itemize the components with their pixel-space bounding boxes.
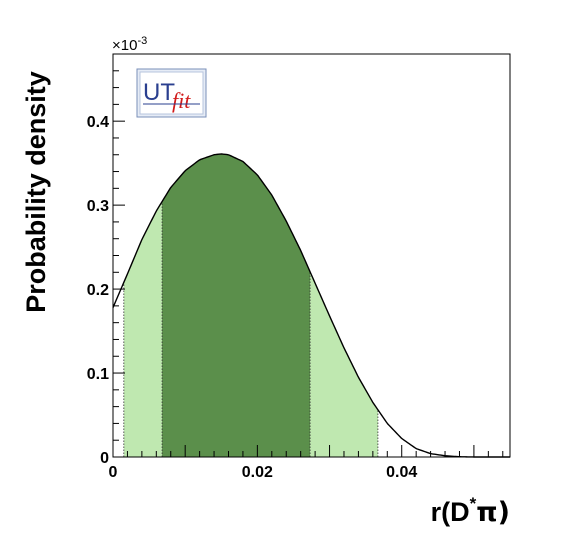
y-multiplier-label: ×10-3 bbox=[112, 35, 147, 54]
inner-band-area bbox=[162, 153, 311, 457]
x-axis-ticks: 0 0.02 0.04 bbox=[109, 445, 504, 481]
logo-text-ut: UT bbox=[143, 79, 175, 106]
inner-interval-band bbox=[162, 153, 311, 457]
y-tick-label: 0.3 bbox=[87, 198, 109, 215]
x-tick-label: 0.04 bbox=[386, 464, 417, 481]
y-multiplier-exponent: -3 bbox=[137, 35, 147, 47]
y-axis-title: Probability density bbox=[21, 71, 51, 313]
y-tick-label: 0.2 bbox=[87, 282, 109, 299]
logo-text-fit: fit bbox=[172, 88, 191, 113]
y-axis-ticks: 0 0.1 0.2 0.3 0.4 bbox=[87, 53, 125, 467]
interval-edges bbox=[123, 201, 379, 457]
pdf-curve bbox=[112, 153, 510, 458]
y-tick-label: 0 bbox=[100, 450, 109, 467]
x-tick-label: 0.02 bbox=[242, 464, 273, 481]
x-axis-title: r(D*π) bbox=[431, 494, 510, 528]
x-tick-label: 0 bbox=[109, 464, 118, 481]
y-tick-label: 0.4 bbox=[87, 114, 109, 131]
utfit-logo: UT fit bbox=[136, 68, 207, 118]
y-tick-label: 0.1 bbox=[87, 366, 109, 383]
